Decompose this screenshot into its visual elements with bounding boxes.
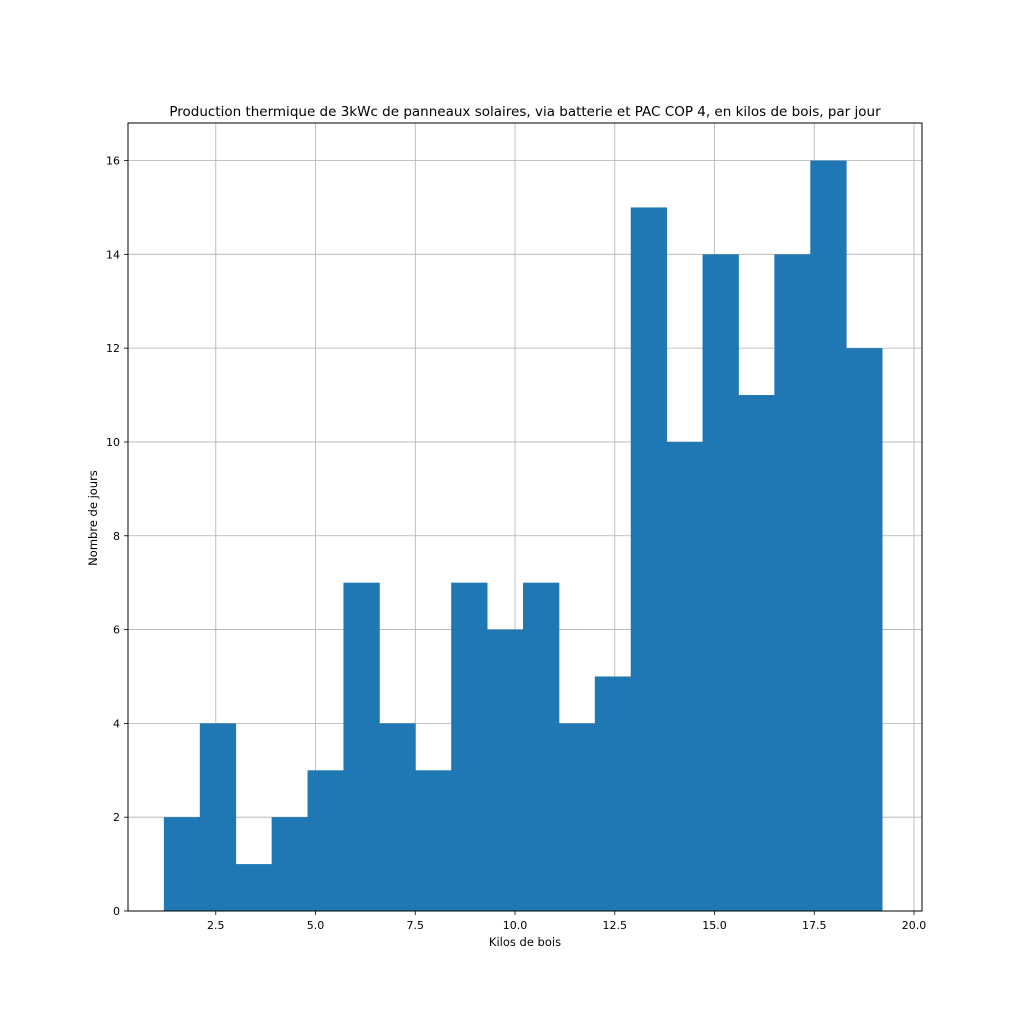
chart-title: Production thermique de 3kWc de panneaux… [169, 104, 881, 120]
y-tick-label: 12 [106, 342, 120, 355]
histogram-bar [271, 817, 308, 911]
y-axis-label: Nombre de jours [86, 470, 100, 566]
x-tick-label: 5.0 [307, 919, 325, 932]
x-tick-label: 15.0 [702, 919, 727, 932]
histogram-bar [846, 348, 883, 912]
histogram-bar [343, 582, 380, 911]
histogram-bar [774, 254, 811, 912]
histogram-bar [702, 254, 739, 912]
histogram-bar [415, 770, 452, 911]
x-axis-label: Kilos de bois [489, 935, 561, 949]
histogram-bar [307, 770, 344, 911]
y-tick-label: 8 [113, 530, 120, 543]
histogram-bar [451, 582, 488, 911]
y-tick-label: 14 [106, 248, 120, 261]
histogram-bar [630, 207, 668, 911]
x-tick-label: 12.5 [603, 919, 628, 932]
x-tick-label: 2.5 [207, 919, 225, 932]
plot-frame [127, 122, 923, 912]
y-tick-label: 16 [106, 155, 120, 168]
x-axis-ticks: 2.5 5.0 7.5 10.0 12.5 15.0 17.5 20.0 [207, 911, 926, 932]
y-tick-label: 2 [113, 811, 120, 824]
histogram-bar [163, 817, 201, 911]
x-tick-label: 17.5 [802, 919, 827, 932]
histogram-bar [594, 676, 632, 911]
y-tick-label: 6 [113, 624, 120, 637]
histogram-bar [810, 160, 847, 911]
histogram-bars [163, 160, 883, 912]
histogram-bar [738, 395, 775, 911]
x-tick-label: 7.5 [407, 919, 425, 932]
histogram-bar [487, 629, 524, 911]
histogram-bar [235, 864, 273, 911]
y-axis-ticks: 0 2 4 6 8 10 12 14 16 [106, 155, 128, 918]
histogram-bar [199, 723, 237, 911]
x-tick-label: 20.0 [902, 919, 927, 932]
y-tick-label: 4 [113, 717, 120, 730]
y-tick-label: 10 [106, 436, 120, 449]
histogram-bar [666, 441, 703, 911]
x-tick-label: 10.0 [503, 919, 528, 932]
histogram-bar [558, 723, 596, 911]
histogram-bar [523, 582, 560, 911]
histogram-bar [379, 723, 416, 911]
y-tick-label: 0 [113, 905, 120, 918]
